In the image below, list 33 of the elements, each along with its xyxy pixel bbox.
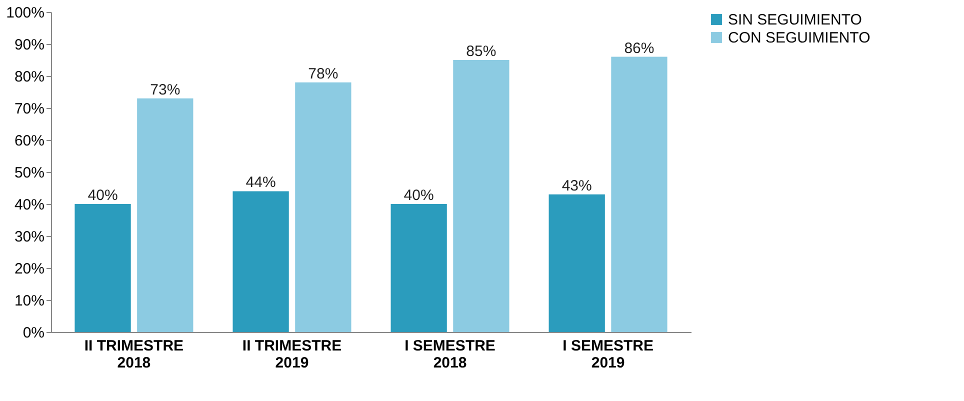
bar — [611, 56, 668, 332]
y-tick-label: 30% — [14, 228, 44, 246]
bar — [295, 82, 352, 332]
data-label: 40% — [88, 187, 118, 204]
bar — [232, 191, 289, 332]
y-tick-label: 80% — [14, 68, 44, 86]
y-tick-label: 10% — [14, 292, 44, 310]
y-tick-label: 60% — [14, 132, 44, 150]
y-tick-label: 50% — [14, 164, 44, 182]
legend-label: SIN SEGUIMIENTO — [728, 12, 862, 28]
y-tick-label: 40% — [14, 196, 44, 214]
data-label: 43% — [562, 177, 592, 194]
y-tick-label: 100% — [6, 4, 44, 22]
y-tick-label: 90% — [14, 36, 44, 54]
y-tick-label: 70% — [14, 100, 44, 118]
data-label: 85% — [466, 43, 496, 60]
bar — [74, 204, 131, 332]
legend-label: CON SEGUIMIENTO — [728, 30, 870, 46]
data-label: 40% — [404, 187, 434, 204]
x-tick-label: II TRIMESTRE 2018 — [84, 338, 184, 372]
bar — [453, 60, 510, 332]
data-label: 73% — [150, 81, 180, 98]
x-tick-label: II TRIMESTRE 2019 — [242, 338, 342, 372]
bar — [548, 194, 605, 332]
x-tick-label: I SEMESTRE 2019 — [562, 338, 654, 372]
y-tick-label: 0% — [22, 324, 44, 342]
x-tick-label: I SEMESTRE 2018 — [404, 338, 496, 372]
data-label: 78% — [308, 65, 338, 82]
data-label: 86% — [624, 40, 654, 57]
bar — [137, 98, 194, 332]
bar — [390, 204, 447, 332]
y-tick-label: 20% — [14, 260, 44, 278]
data-label: 44% — [246, 174, 276, 192]
